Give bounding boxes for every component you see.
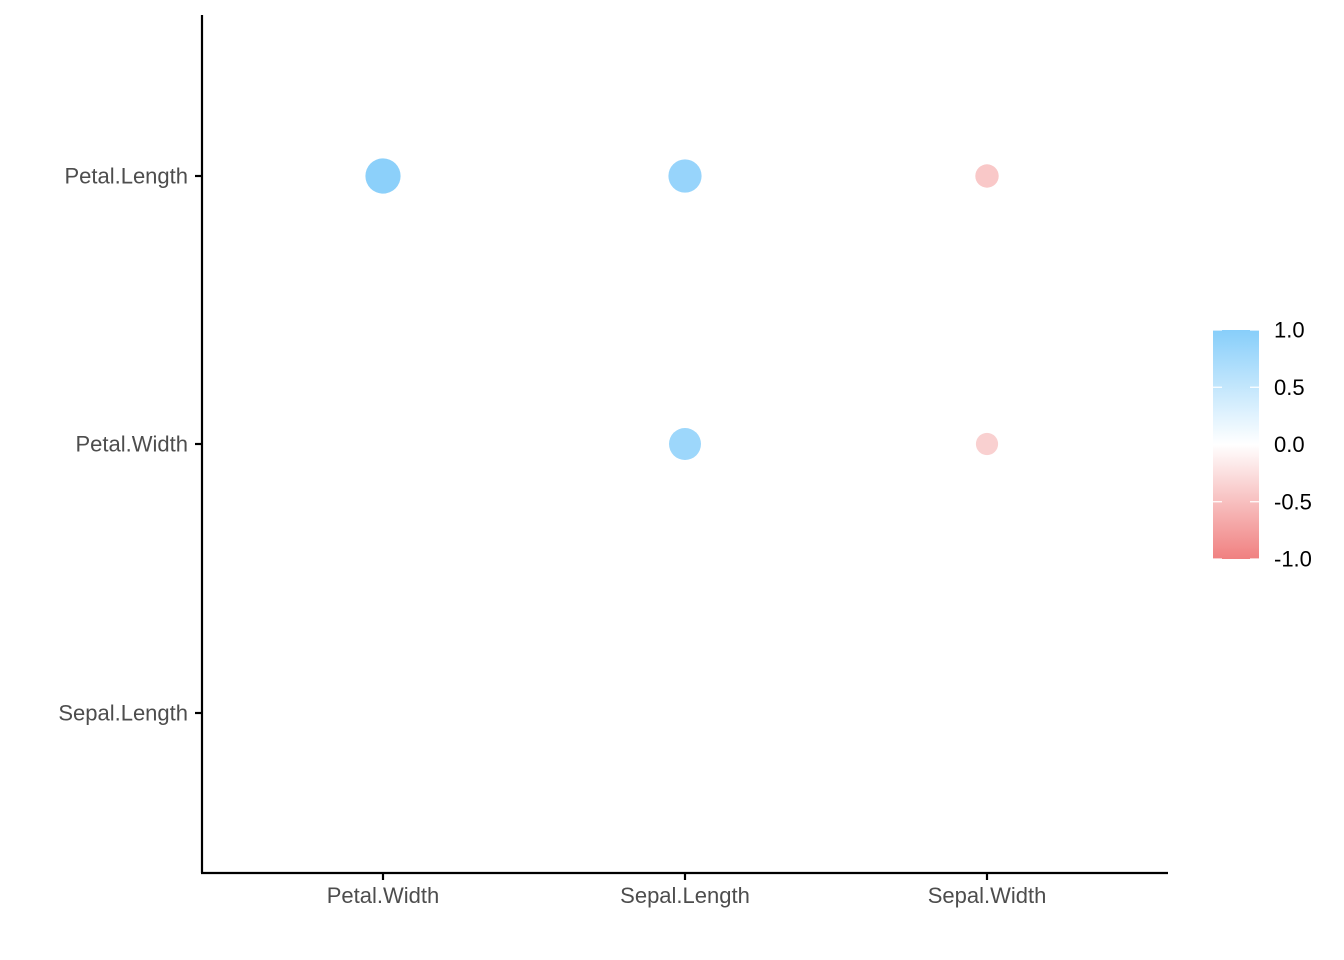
legend-tick-label: -0.5 [1274, 489, 1312, 514]
plot-points [365, 158, 999, 460]
legend-ticks: 1.0 0.5 0.0 -0.5 -1.0 [1213, 318, 1312, 572]
y-tick-label: Petal.Width [76, 432, 189, 457]
data-point [668, 159, 702, 193]
data-point [669, 428, 701, 460]
legend-tick-label: 1.0 [1274, 318, 1305, 343]
data-point [365, 158, 401, 194]
y-tick-label: Sepal.Length [58, 701, 188, 726]
legend-tick-label: 0.0 [1274, 432, 1305, 457]
y-tick-label: Petal.Length [64, 164, 188, 189]
data-point [975, 164, 999, 188]
x-tick-label: Petal.Width [327, 883, 440, 908]
legend-tick-label: -1.0 [1274, 547, 1312, 572]
legend-tick-label: 0.5 [1274, 375, 1305, 400]
x-tick-label: Sepal.Width [928, 883, 1047, 908]
y-axis-ticks: Petal.Length Petal.Width Sepal.Length [58, 164, 202, 726]
x-tick-label: Sepal.Length [620, 883, 750, 908]
data-point [975, 432, 999, 456]
x-axis-ticks: Petal.Width Sepal.Length Sepal.Width [327, 873, 1047, 908]
color-legend: 1.0 0.5 0.0 -0.5 -1.0 [1213, 318, 1312, 572]
